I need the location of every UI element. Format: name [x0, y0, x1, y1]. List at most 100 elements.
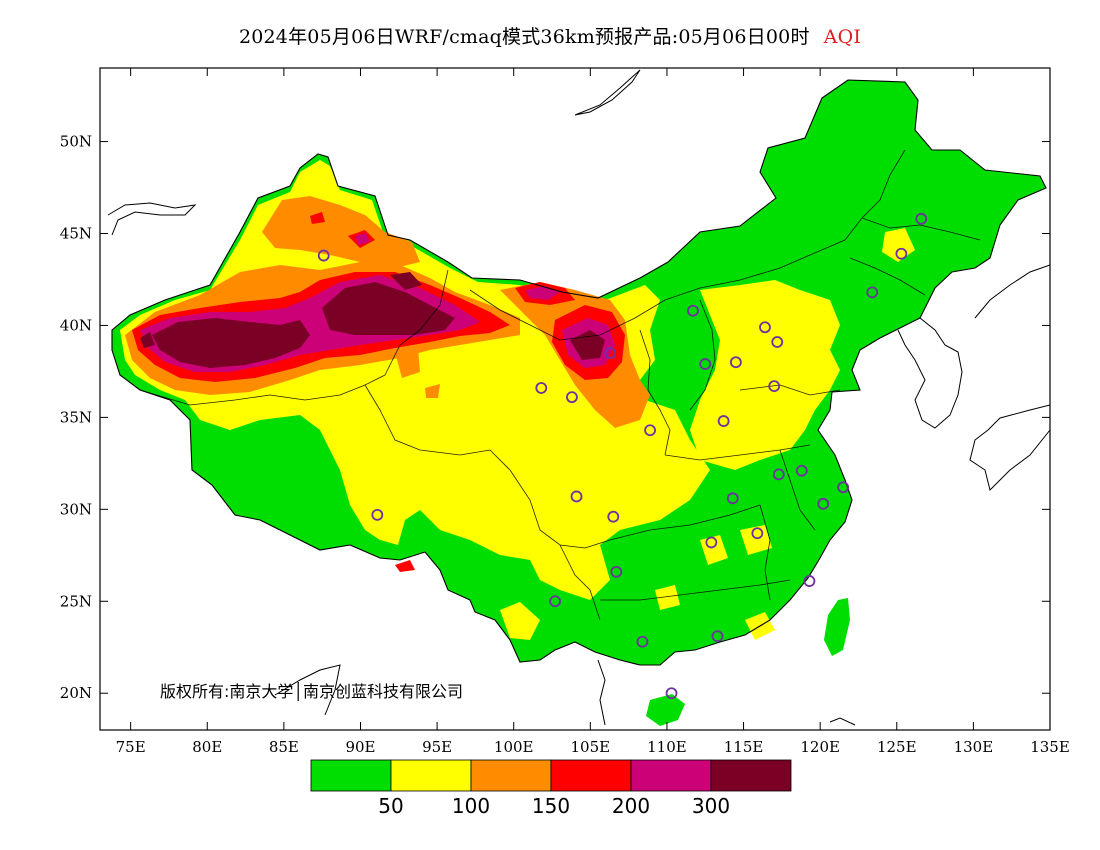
colorbar-label: 50 [378, 794, 403, 818]
coast-bay-of-bengal [274, 664, 341, 716]
colorbar-label: 300 [692, 794, 730, 818]
region-hainan [646, 694, 685, 726]
station-marker [726, 492, 739, 505]
coastlines [107, 69, 1050, 726]
station-marker [895, 247, 908, 260]
border-hebei-shanxi [689, 299, 716, 411]
x-tick-label: 80E [192, 738, 222, 756]
station-marker [768, 380, 781, 393]
border-xinjiang-gansu [384, 269, 449, 376]
station-marker [817, 497, 830, 510]
region-moderate-south-2 [500, 602, 540, 640]
colorbar-swatch [550, 759, 632, 792]
border-xinjiang-tibet [139, 374, 386, 406]
station-marker [795, 464, 808, 477]
colorbar-label: 150 [532, 794, 570, 818]
border-hubei-henan [664, 444, 811, 461]
station-marker [644, 424, 656, 437]
border-inner-mongolia [469, 149, 906, 341]
colorbar-label: 200 [612, 794, 650, 818]
border-heilongjiang-jilin [861, 217, 981, 241]
y-tick-label: 30N [60, 500, 92, 518]
colorbar-swatch [390, 759, 472, 792]
station-marker [837, 481, 850, 494]
station-marker [751, 527, 764, 540]
page-title: 2024年05月06日WRF/cmaq模式36km预报产品:05月06日00时 A… [0, 22, 1100, 49]
x-tick-label: 100E [494, 738, 534, 756]
region-moderate-central-2 [740, 525, 772, 555]
x-axis: 75E 80E 85E 90E 95E 100E 105E 110E 115E 120E 125E 1… [116, 68, 1070, 756]
colorbar-swatch [310, 759, 392, 792]
station-marker [729, 356, 742, 369]
station-marker [535, 382, 548, 394]
x-tick-label: 90E [345, 738, 375, 756]
region-hazardous-east-tarim [322, 282, 455, 335]
coast-philippines [829, 717, 856, 726]
region-moderate-north [690, 280, 840, 470]
border-qinghai-tibet [364, 384, 511, 471]
colorbar-swatch [710, 759, 792, 792]
x-tick-label: 85E [269, 738, 299, 756]
region-unhealthy-tibet-border [395, 560, 415, 572]
x-tick-label: 120E [800, 738, 840, 756]
colorbar-swatch [630, 759, 712, 792]
province-borders [139, 149, 981, 621]
station-marker [610, 565, 623, 578]
station-marker [772, 468, 785, 481]
border-sichuan [509, 469, 611, 549]
x-tick-label: 95E [422, 738, 452, 756]
border-yunnan-guizhou [559, 544, 601, 621]
coast-korea [897, 317, 963, 429]
x-tick-label: 130E [954, 738, 994, 756]
region-hazardous-taklamakan [152, 318, 310, 368]
region-usg-spot-2 [395, 348, 420, 378]
y-axis: 20N 25N 30N 35N 40N 45N 50N [60, 133, 1050, 702]
region-hazardous-lop-nur [390, 272, 422, 290]
copyright-text: 版权所有:南京大学│南京创蓝科技有限公司 [160, 681, 463, 701]
national-border [111, 79, 1047, 666]
x-tick-label: 105E [571, 738, 611, 756]
region-unhealthy-spot-1 [310, 212, 325, 224]
colorbar-swatch [470, 759, 552, 792]
title-text: 2024年05月06日WRF/cmaq模式36km预报产品:05月06日00时 [238, 26, 810, 48]
station-marker [607, 510, 620, 523]
variable-label: AQI [823, 26, 862, 48]
station-marker [317, 249, 330, 262]
x-tick-label: 125E [877, 738, 917, 756]
coast-russia-east [974, 264, 1050, 319]
y-tick-label: 45N [60, 225, 92, 243]
y-tick-label: 50N [60, 133, 92, 151]
station-marker [759, 321, 771, 334]
station-marker [803, 575, 816, 587]
x-tick-label: 135E [1030, 738, 1070, 756]
border-jiangxi-fujian [759, 504, 771, 601]
station-marker [699, 358, 712, 370]
station-marker [371, 508, 384, 521]
x-tick-label: 75E [116, 738, 146, 756]
region-usg-spot-1 [425, 384, 440, 398]
coast-japan [969, 404, 1050, 491]
y-tick-label: 20N [60, 684, 92, 702]
station-marker [687, 304, 699, 317]
y-tick-label: 40N [60, 316, 92, 334]
station-marker [665, 687, 678, 700]
station-marker [705, 536, 718, 549]
station-marker [771, 336, 784, 348]
border-hunan-jiangxi [609, 504, 761, 541]
colorbar-label: 100 [452, 794, 490, 818]
region-usg-dzungaria [262, 196, 420, 268]
coast-indochina [597, 659, 606, 726]
station-marker [915, 212, 928, 225]
region-very-unhealthy-spot [355, 233, 370, 245]
coast-lake-baikal [574, 69, 641, 116]
station-marker [566, 391, 578, 404]
station-marker [711, 630, 724, 643]
y-tick-label: 25N [60, 592, 92, 610]
plot-frame [99, 67, 1051, 731]
station-marker [636, 635, 649, 648]
y-tick-label: 35N [60, 408, 92, 426]
station-marker [717, 415, 730, 427]
coast-caspian [107, 202, 197, 236]
colorbar: 50 100 150 200 300 [310, 759, 792, 818]
